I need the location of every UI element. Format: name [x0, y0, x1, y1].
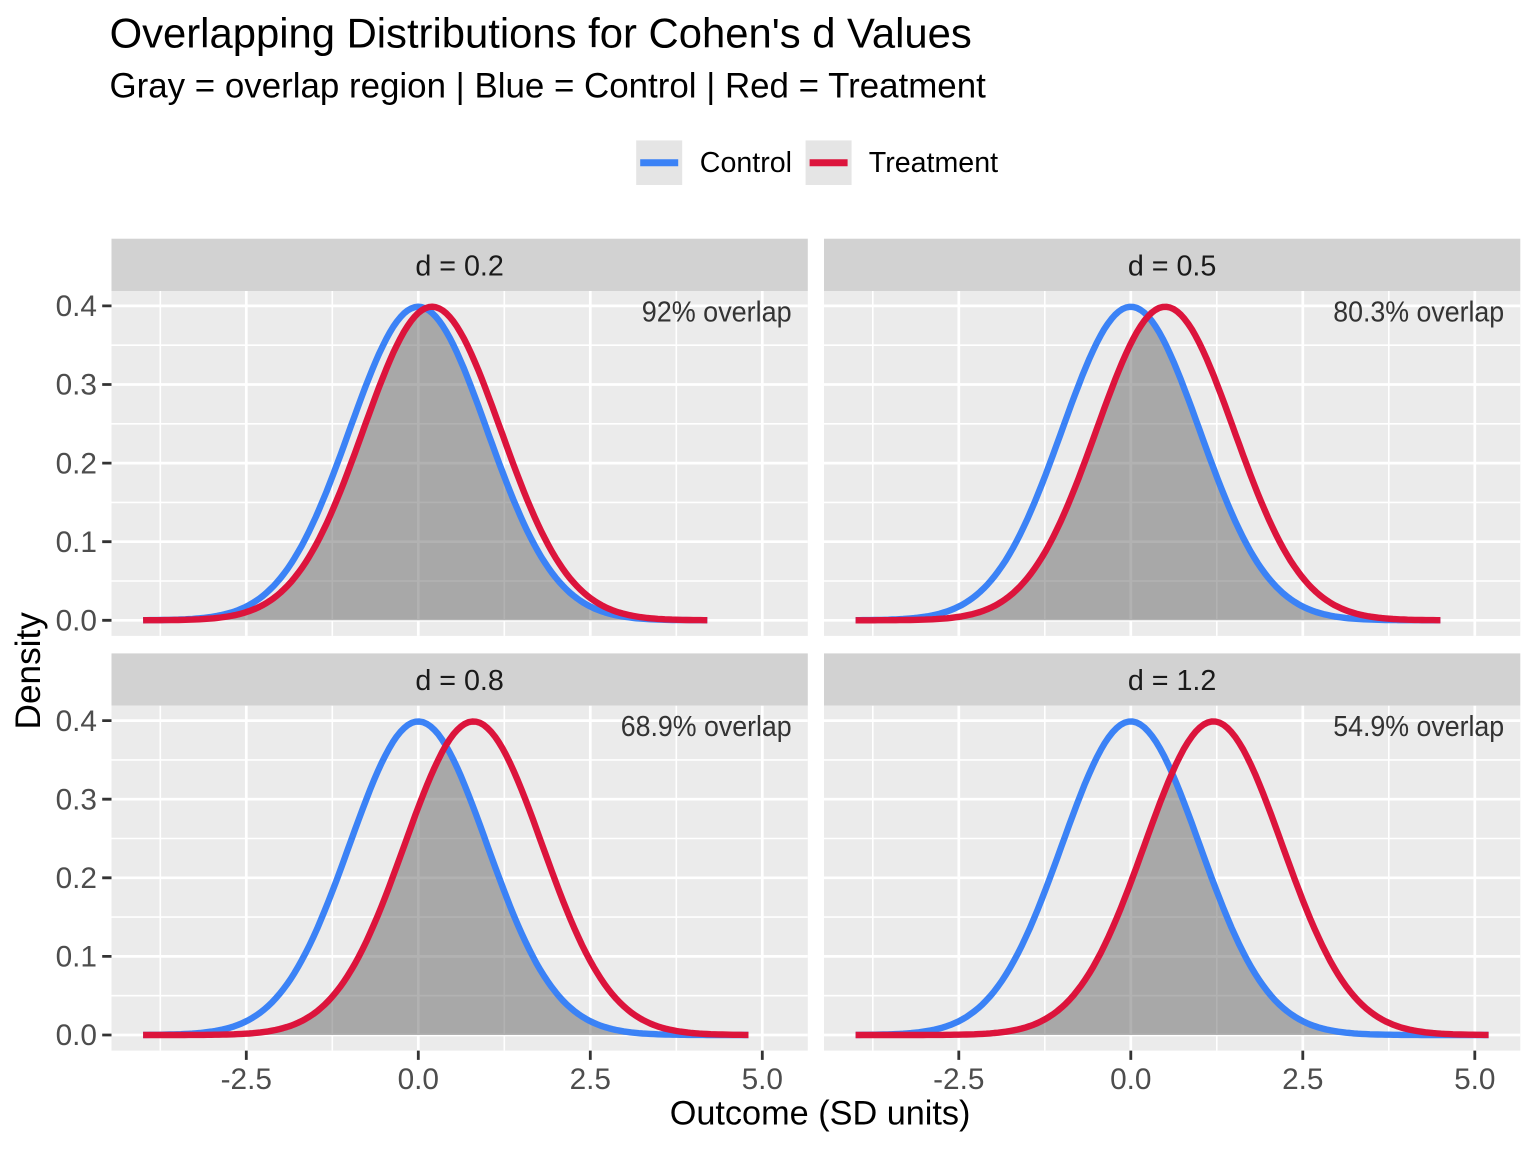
svg-text:5.0: 5.0	[1454, 1063, 1495, 1096]
svg-text:68.9% overlap: 68.9% overlap	[621, 711, 792, 743]
svg-text:92% overlap: 92% overlap	[642, 296, 792, 328]
svg-text:5.0: 5.0	[742, 1063, 783, 1096]
svg-text:0.2: 0.2	[56, 447, 97, 480]
svg-text:54.9% overlap: 54.9% overlap	[1333, 711, 1504, 743]
svg-text:-2.5: -2.5	[933, 1063, 984, 1096]
svg-text:Density: Density	[9, 612, 48, 730]
svg-text:2.5: 2.5	[570, 1063, 611, 1096]
svg-text:0.0: 0.0	[1110, 1063, 1151, 1096]
svg-text:0.4: 0.4	[56, 290, 97, 323]
svg-text:0.4: 0.4	[56, 705, 97, 738]
svg-text:0.0: 0.0	[56, 1019, 97, 1052]
svg-text:Treatment: Treatment	[869, 147, 998, 179]
svg-text:d = 0.2: d = 0.2	[415, 250, 504, 282]
svg-text:d = 0.5: d = 0.5	[1128, 250, 1217, 282]
svg-text:d = 0.8: d = 0.8	[415, 665, 504, 697]
svg-text:0.2: 0.2	[56, 862, 97, 895]
svg-text:0.3: 0.3	[56, 783, 97, 816]
svg-text:0.1: 0.1	[56, 941, 97, 974]
svg-text:-2.5: -2.5	[221, 1063, 272, 1096]
svg-text:80.3% overlap: 80.3% overlap	[1333, 296, 1504, 328]
svg-text:0.0: 0.0	[398, 1063, 439, 1096]
svg-text:0.3: 0.3	[56, 369, 97, 402]
svg-text:Gray = overlap region | Blue =: Gray = overlap region | Blue = Control |…	[110, 67, 987, 106]
svg-text:Outcome (SD units): Outcome (SD units)	[670, 1094, 971, 1132]
svg-text:d = 1.2: d = 1.2	[1128, 665, 1217, 697]
svg-text:2.5: 2.5	[1282, 1063, 1323, 1096]
svg-text:Overlapping Distributions for: Overlapping Distributions for Cohen's d …	[110, 10, 972, 57]
svg-text:0.1: 0.1	[56, 526, 97, 559]
svg-text:0.0: 0.0	[56, 605, 97, 638]
svg-text:Control: Control	[700, 147, 792, 179]
